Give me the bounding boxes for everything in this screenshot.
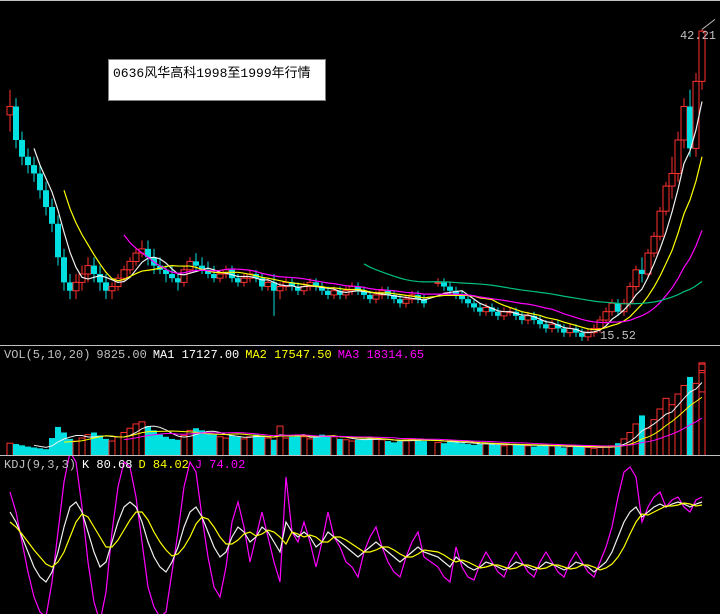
price-low-label: 15.52	[600, 329, 636, 343]
volume-indicator-label: VOL(5,10,20)9825.00MA1 17127.00MA2 17547…	[4, 348, 430, 362]
price-high-label: 42.21	[680, 29, 716, 43]
stock-title-box: 0636风华高科1998至1999年行情	[108, 59, 326, 101]
volume-svg	[0, 346, 720, 456]
stock-title-text: 0636风华高科1998至1999年行情	[113, 66, 311, 81]
kdj-indicator-label: KDJ(9,3,3)K 80.68D 84.02J 74.02	[4, 458, 251, 472]
price-chart-svg	[0, 1, 720, 346]
volume-panel[interactable]: VOL(5,10,20)9825.00MA1 17127.00MA2 17547…	[0, 345, 720, 455]
kdj-svg	[0, 456, 720, 614]
price-chart-panel[interactable]: 0636风华高科1998至1999年行情 42.21 15.52	[0, 0, 720, 345]
kdj-panel[interactable]: KDJ(9,3,3)K 80.68D 84.02J 74.02	[0, 455, 720, 613]
